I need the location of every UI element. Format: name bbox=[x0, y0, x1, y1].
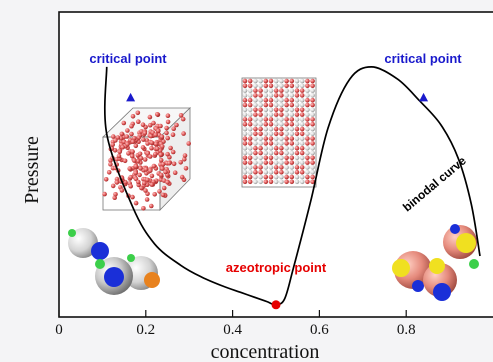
ordered-layered-box-image bbox=[241, 77, 317, 188]
x-tick-label: 0.4 bbox=[223, 322, 242, 338]
chart-markers bbox=[126, 92, 429, 310]
x-tick-label: 0.2 bbox=[136, 322, 155, 338]
disordered-particle-box-image bbox=[102, 107, 191, 211]
right-patchy-particle-cluster-image bbox=[392, 224, 479, 301]
x-axis-label: concentration bbox=[211, 341, 320, 362]
left-patchy-particle-cluster-image bbox=[68, 228, 160, 295]
binodal-curve-line bbox=[103, 66, 481, 306]
critical-point-right-label: critical point bbox=[384, 51, 462, 66]
azeotropic-point-label: azeotropic point bbox=[226, 260, 327, 275]
azeotropic-point-marker bbox=[271, 300, 281, 310]
x-axis-ticks: 0 0.2 0.4 0.6 0.8 bbox=[55, 310, 416, 338]
x-tick-label: 0.6 bbox=[310, 322, 329, 338]
x-tick-label: 0.8 bbox=[397, 322, 416, 338]
critical-point-marker bbox=[419, 92, 429, 102]
critical-point-marker bbox=[126, 92, 136, 102]
critical-point-left-label: critical point bbox=[89, 51, 167, 66]
x-tick-label: 0 bbox=[55, 322, 63, 338]
y-axis-label: Pressure bbox=[21, 136, 43, 204]
